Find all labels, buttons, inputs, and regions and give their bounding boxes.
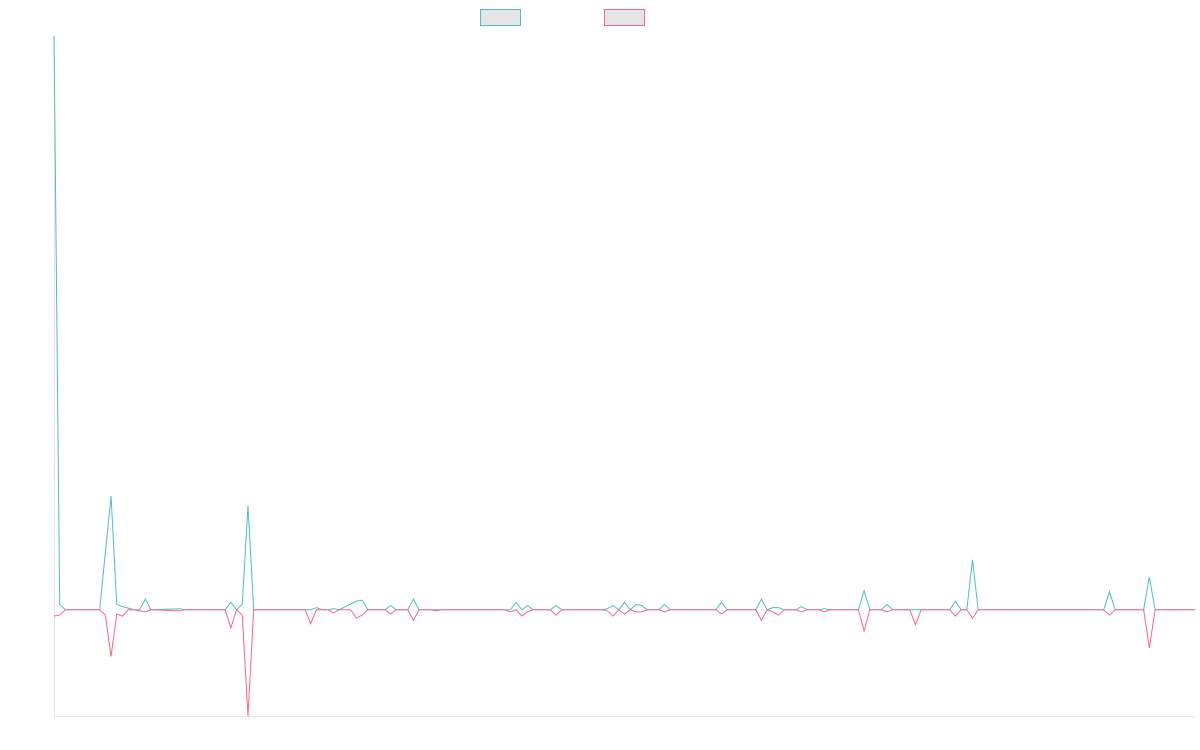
series-layer <box>53 35 1195 717</box>
series-line-1 <box>53 35 1195 611</box>
legend[interactable] <box>480 9 645 26</box>
axes <box>54 36 1195 717</box>
legend-swatch-1[interactable] <box>480 9 521 26</box>
legend-swatch-2[interactable] <box>604 9 645 26</box>
series-line-2 <box>53 608 1195 717</box>
